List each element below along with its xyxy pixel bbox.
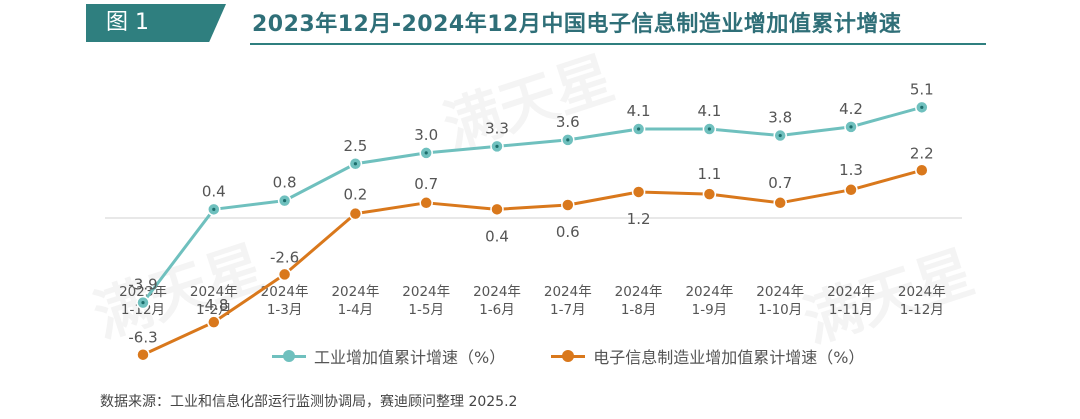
- data-label: 1.2: [627, 210, 651, 228]
- data-point: [702, 187, 717, 201]
- data-point: [844, 183, 858, 197]
- x-tick-label: 1-4月: [338, 302, 374, 318]
- data-label: 0.2: [343, 186, 367, 204]
- x-tick-label: 1-10月: [758, 302, 802, 318]
- data-point: [561, 198, 575, 212]
- data-label: 0.4: [485, 227, 509, 245]
- data-label: 4.2: [839, 100, 863, 118]
- chart-title: 2023年12月-2024年12月中国电子信息制造业增加值累计增速: [252, 12, 902, 37]
- data-point: [277, 267, 292, 282]
- data-label: 3.0: [414, 126, 438, 144]
- data-label: -2.6: [270, 248, 299, 266]
- legend-swatch-orange: [551, 349, 586, 363]
- data-label: 1.1: [697, 165, 721, 183]
- data-source-note: 数据来源：工业和信息化部运行监测协调局，赛迪顾问整理 2025.2: [100, 394, 518, 410]
- data-label: 3.6: [556, 113, 580, 131]
- x-tick-label: 1-12月: [121, 302, 165, 318]
- x-tick-label: 2024年: [827, 284, 875, 300]
- x-tick-label: 2024年: [402, 284, 450, 300]
- data-label: -4.8: [199, 296, 228, 314]
- figure-badge: 图 1: [86, 4, 226, 42]
- data-point: [631, 185, 646, 199]
- x-tick-label: 2024年: [190, 284, 238, 300]
- x-tick-label: 2024年: [898, 284, 946, 300]
- data-point-center: [495, 144, 499, 148]
- data-point: [773, 196, 787, 210]
- x-tick-label: 1-11月: [829, 302, 873, 318]
- data-point: [136, 347, 150, 362]
- data-label: 2.5: [343, 137, 367, 155]
- data-label: -6.3: [128, 329, 157, 347]
- series-line-1: [142, 168, 923, 357]
- data-point-center: [212, 207, 216, 211]
- legend-item-industrial: 工业增加值累计增速（%）: [272, 344, 505, 368]
- x-tick-label: 2024年: [685, 284, 733, 300]
- x-tick-label: 2024年: [544, 284, 592, 300]
- data-label: 0.6: [556, 223, 580, 241]
- data-point-center: [424, 151, 428, 155]
- x-tick-label: 1-2月: [196, 302, 232, 318]
- data-label: 0.7: [414, 175, 438, 193]
- x-tick-label: 1-8月: [621, 302, 657, 318]
- x-tick-label: 1-9月: [692, 302, 728, 318]
- data-point-center: [283, 199, 287, 203]
- data-label: 4.1: [627, 102, 651, 120]
- data-point-center: [778, 133, 782, 138]
- x-tick-label: 1-7月: [550, 302, 586, 318]
- legend-swatch-teal: [272, 349, 306, 363]
- data-point-center: [141, 301, 145, 305]
- legend-label-electronics: 电子信息制造业增加值累计增速（%）: [593, 348, 865, 367]
- data-point-center: [849, 125, 853, 129]
- x-tick-label: 1-12月: [900, 302, 944, 318]
- x-tick-label: 2024年: [331, 284, 379, 300]
- data-label: 4.1: [697, 102, 721, 120]
- x-tick-label: 2024年: [261, 284, 309, 300]
- x-tick-label: 2024年: [615, 284, 663, 300]
- data-point: [207, 315, 221, 329]
- legend-label-industrial: 工业增加值累计增速（%）: [314, 348, 506, 367]
- data-point: [348, 206, 363, 221]
- data-label: 1.3: [839, 161, 863, 179]
- data-point: [490, 202, 504, 217]
- data-label: 0.8: [273, 174, 297, 192]
- x-tick-label: 1-3月: [267, 302, 303, 318]
- data-label: 2.2: [910, 144, 934, 162]
- data-label: -3.9: [128, 276, 157, 294]
- data-label: 3.3: [485, 119, 509, 137]
- data-point-center: [637, 127, 641, 131]
- x-tick-label: 2024年: [756, 284, 804, 300]
- x-tick-label: 1-5月: [408, 302, 444, 318]
- data-point: [915, 163, 929, 178]
- legend: 工业增加值累计增速（%） 电子信息制造业增加值累计增速（%）: [272, 344, 864, 368]
- title-underline: [250, 43, 986, 45]
- data-point-center: [353, 162, 357, 166]
- data-point-center: [707, 127, 712, 131]
- data-label: 0.4: [202, 182, 226, 200]
- data-point: [419, 196, 433, 210]
- data-point-center: [566, 138, 570, 142]
- data-label: 3.8: [768, 109, 792, 127]
- data-label: 0.7: [768, 174, 792, 192]
- x-tick-label: 1-6月: [479, 302, 515, 318]
- data-label: 5.1: [910, 80, 934, 98]
- series-line-0: [141, 105, 923, 304]
- data-point-center: [920, 105, 924, 109]
- legend-item-electronics: 电子信息制造业增加值累计增速（%）: [551, 344, 864, 368]
- x-tick-label: 2024年: [473, 284, 521, 300]
